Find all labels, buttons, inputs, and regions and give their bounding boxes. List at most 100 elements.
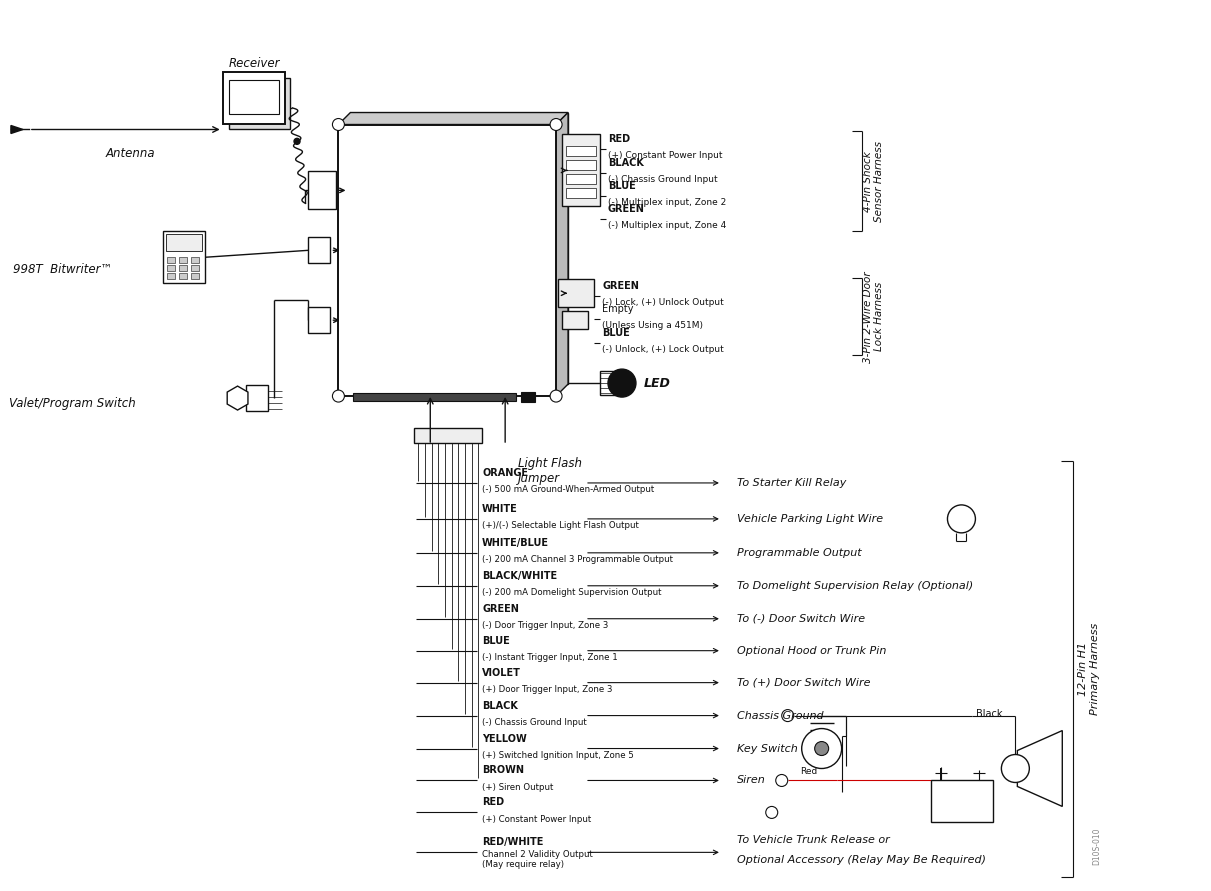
Text: To (+) Door Switch Wire: To (+) Door Switch Wire [736,678,871,688]
Bar [166,234,201,251]
Text: (+)/(-) Selectable Light Flash Output: (+)/(-) Selectable Light Flash Output [482,521,639,530]
Circle shape [776,774,787,787]
Text: VIOLET: VIOLET [482,667,521,678]
Text: Black: Black [976,708,1003,718]
Text: (-) Chassis Ground Input: (-) Chassis Ground Input [608,175,718,184]
Text: Chassis Ground: Chassis Ground [736,711,823,721]
Bar [246,385,268,411]
Text: Receiver: Receiver [229,57,280,70]
Text: (+) Constant Power Input: (+) Constant Power Input [608,151,723,160]
Circle shape [333,119,344,130]
Text: WHITE: WHITE [482,504,518,514]
Text: Key Switch: Key Switch [736,743,798,754]
Circle shape [815,741,828,756]
Text: To Starter Kill Relay: To Starter Kill Relay [736,478,846,488]
Text: BLACK: BLACK [608,159,644,168]
Text: Vehicle Parking Light Wire: Vehicle Parking Light Wire [736,514,883,524]
Bar [223,71,285,124]
Circle shape [608,369,636,397]
Text: D10S-010: D10S-010 [1092,828,1102,865]
Text: RED: RED [482,797,504,807]
Text: 12-Pin H1
Primary Harness: 12-Pin H1 Primary Harness [1079,623,1100,715]
Bar [566,146,596,156]
Text: To (-) Door Switch Wire: To (-) Door Switch Wire [736,614,865,624]
Text: (-) 200 mA Domelight Supervision Output: (-) 200 mA Domelight Supervision Output [482,588,661,597]
Text: (-) Lock, (+) Unlock Output: (-) Lock, (+) Unlock Output [602,298,724,307]
Text: (-) 500 mA Ground-When-Armed Output: (-) 500 mA Ground-When-Armed Output [482,486,654,495]
Bar [190,266,199,271]
Bar [179,266,186,271]
Text: GREEN: GREEN [602,282,639,291]
Text: RED: RED [608,135,630,144]
Bar [190,274,199,279]
Bar [521,392,535,402]
Bar [190,257,199,263]
Text: 4-Pin Shock
Sensor Harness: 4-Pin Shock Sensor Harness [862,141,884,222]
Bar [558,279,595,307]
Text: (-) Unlock, (+) Lock Output: (-) Unlock, (+) Lock Output [602,345,724,354]
Bar [162,232,205,283]
Text: YELLOW: YELLOW [482,733,527,744]
Bar [931,781,993,822]
Circle shape [550,119,562,130]
Text: (-) Instant Trigger Input, Zone 1: (-) Instant Trigger Input, Zone 1 [482,653,618,662]
Bar [354,393,516,401]
Text: GREEN: GREEN [482,604,520,614]
Bar [414,428,482,443]
Bar [229,78,291,129]
Bar [167,274,174,279]
Polygon shape [11,126,23,134]
Bar [566,175,596,184]
Bar [350,112,568,384]
Bar [566,160,596,170]
Text: LED: LED [644,377,671,389]
Bar [179,257,186,263]
Text: RED/WHITE: RED/WHITE [482,838,544,847]
Text: BLUE: BLUE [608,182,636,192]
Text: BLACK: BLACK [482,700,518,711]
Text: (-) Chassis Ground Input: (-) Chassis Ground Input [482,718,587,727]
Text: 3-Pin 2-Wire Door
Lock Harness: 3-Pin 2-Wire Door Lock Harness [862,271,884,363]
Text: BLUE: BLUE [482,635,510,646]
Text: Programmable Output: Programmable Output [736,548,861,558]
Text: BLACK/WHITE: BLACK/WHITE [482,571,557,581]
Circle shape [802,729,842,769]
Text: Light Flash
Jumper: Light Flash Jumper [518,457,582,485]
Bar [309,307,331,333]
Polygon shape [1017,731,1062,806]
Text: Optional Accessory (Relay May Be Required): Optional Accessory (Relay May Be Require… [736,855,986,865]
Bar [562,311,589,329]
Bar [309,237,331,263]
Bar [309,171,337,209]
Text: GREEN: GREEN [608,204,645,215]
Text: (-) Multiplex input, Zone 4: (-) Multiplex input, Zone 4 [608,221,727,230]
Circle shape [947,505,975,533]
Circle shape [1001,755,1029,782]
Bar [338,125,556,396]
Circle shape [333,390,344,402]
Text: (Unless Using a 451M): (Unless Using a 451M) [602,321,704,330]
Text: WHITE/BLUE: WHITE/BLUE [482,538,550,548]
Polygon shape [338,112,568,125]
Bar [229,79,279,113]
Text: Antenna: Antenna [105,147,155,160]
Text: (+) Door Trigger Input, Zone 3: (+) Door Trigger Input, Zone 3 [482,685,613,694]
Bar [566,188,596,199]
Text: (+) Constant Power Input: (+) Constant Power Input [482,815,591,824]
Text: (+) Siren Output: (+) Siren Output [482,783,553,792]
Text: (-) Door Trigger Input, Zone 3: (-) Door Trigger Input, Zone 3 [482,621,609,630]
Text: BROWN: BROWN [482,765,524,775]
Text: To Vehicle Trunk Release or: To Vehicle Trunk Release or [736,836,890,846]
Text: Empty: Empty [602,304,633,315]
Text: Channel 2 Validity Output
(May require relay): Channel 2 Validity Output (May require r… [482,850,593,869]
Text: 998T  Bitwriter™: 998T Bitwriter™ [13,263,113,276]
Text: Optional Hood or Trunk Pin: Optional Hood or Trunk Pin [736,646,886,656]
Text: (+) Switched Ignition Input, Zone 5: (+) Switched Ignition Input, Zone 5 [482,751,635,760]
Bar [167,257,174,263]
Text: BLUE: BLUE [602,328,630,339]
Text: (-) 200 mA Channel 3 Programmable Output: (-) 200 mA Channel 3 Programmable Output [482,555,673,564]
Text: Siren: Siren [736,775,765,786]
Circle shape [782,709,793,722]
Bar [167,266,174,271]
Circle shape [294,138,300,144]
